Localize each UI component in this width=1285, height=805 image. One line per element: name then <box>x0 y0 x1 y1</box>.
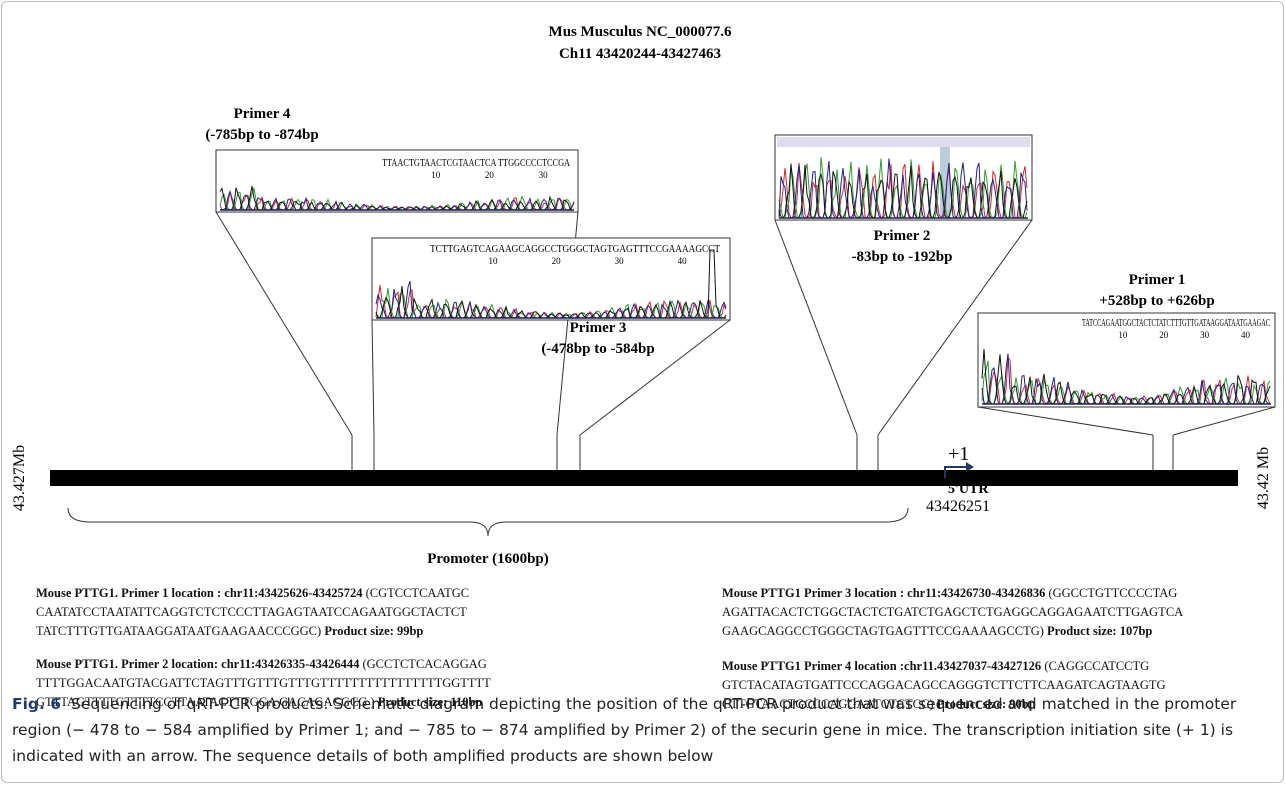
base-index: 10 <box>489 256 499 266</box>
sequence-heading: Mouse PTTG1. Primer 2 location: chr11:43… <box>36 657 359 671</box>
product-size: Product size: 99bp <box>324 624 423 638</box>
chromatogram-header <box>777 137 1030 147</box>
base-index: 40 <box>678 256 688 266</box>
sequence-heading: Mouse PTTG1 Primer 3 location : chr11:43… <box>722 586 1045 600</box>
utr-label: 5'UTR <box>948 482 989 497</box>
funnel-line <box>978 407 1153 435</box>
title: Mus Musculus NC_000077.6 <box>549 24 732 40</box>
figure: Mus Musculus NC_000077.6 Ch11 43420244-4… <box>0 0 1285 805</box>
primer-range: (-478bp to -584bp <box>541 341 654 357</box>
sequence-line: (GCCTCTCACAGGAG <box>362 657 486 671</box>
sequence-line: TATCTTTGTTGATAAGGATAATGAAGAACCCGGC) <box>36 624 321 638</box>
sequence-block: Mouse PTTG1 Primer 3 location : chr11:43… <box>722 584 1183 641</box>
sequence-block: Mouse PTTG1. Primer 1 location : chr11:4… <box>36 584 469 641</box>
primer-range: +528bp to +626bp <box>1099 293 1214 309</box>
base-index: 30 <box>539 170 549 180</box>
promoter-label: Promoter (1600bp) <box>427 551 549 567</box>
caption-text: Sequencing of qRT-PCR products: Schemati… <box>12 695 1236 765</box>
tss-position: 43426251 <box>926 498 990 515</box>
sequence-line: TTTTGGACAATGTACGATTCTAGTTTGTTTGTTTGTTTTT… <box>36 676 491 690</box>
funnel-line <box>1173 407 1275 435</box>
chromosome-bar <box>50 470 1238 486</box>
sequence-heading: Mouse PTTG1. Primer 1 location : chr11:4… <box>36 586 362 600</box>
sequence-heading: Mouse PTTG1 Primer 4 location :chr11.434… <box>722 659 1041 673</box>
base-calls: TTAACTGTAACTCGTAACTCA TTGGCCCCTCCGA <box>382 158 571 169</box>
subtitle: Ch11 43420244-43427463 <box>559 46 721 62</box>
base-index: 10 <box>1118 330 1128 340</box>
sequence-line: CAATATCCTAATATTCAGGTCTCTCCCTTAGAGTAATCCA… <box>36 605 467 619</box>
promoter-brace <box>68 508 908 536</box>
sequence-line: AGATTACACTCTGGCTACTCTGATCTGAGCTCTGAGGCAG… <box>722 605 1183 619</box>
base-index: 20 <box>552 256 562 266</box>
sequence-line: GTCTACATAGTGATTCCCAGGACAGCCAGGGTCTTCTTCA… <box>722 678 1166 692</box>
funnel-line <box>372 320 374 435</box>
sequence-line: (CGTCCTCAATGC <box>366 586 469 600</box>
axis-left-label: 43.427Mb <box>11 445 28 511</box>
product-size: Product size: 107bp <box>1047 624 1152 638</box>
primer-label: Primer 4 <box>234 106 291 122</box>
primer-label: Primer 2 <box>874 228 931 244</box>
base-index: 40 <box>1241 330 1251 340</box>
caption: Fig. 6 Sequencing of qRT-PCR products: S… <box>12 691 1267 769</box>
sequence-line: (CAGGCCATCCTG <box>1044 659 1149 673</box>
base-calls: TCTTGAGTCAGAAGCAGGCCTGGGCTAGTGAGTTTCCGAA… <box>430 244 720 255</box>
tss-label: +1 <box>948 443 969 465</box>
funnel-line <box>580 320 730 435</box>
sequence-line: GAAGCAGGCCTGGGCTAGTGAGTTTCCGAAAAGCCTG) <box>722 624 1044 638</box>
axis-right-label: 43.42 Mb <box>1255 447 1272 509</box>
funnel-line <box>775 220 857 435</box>
funnel-line <box>216 212 352 435</box>
sequence-line: (GGCCTGTTCCCCTAG <box>1048 586 1177 600</box>
base-index: 30 <box>615 256 625 266</box>
base-index: 20 <box>1159 330 1169 340</box>
primer-range: -83bp to -192bp <box>852 249 953 265</box>
base-index: 10 <box>431 170 441 180</box>
primer-range: (-785bp to -874bp <box>205 127 318 143</box>
base-index: 20 <box>485 170 495 180</box>
primer-label: Primer 3 <box>570 320 627 336</box>
base-calls: TATCCAGAATGGCTACTCTATCTTTGTTGATAAGGATAAT… <box>1082 318 1270 329</box>
caption-label: Fig. 6 <box>12 695 61 713</box>
primer-label: Primer 1 <box>1129 272 1186 288</box>
base-index: 30 <box>1200 330 1210 340</box>
